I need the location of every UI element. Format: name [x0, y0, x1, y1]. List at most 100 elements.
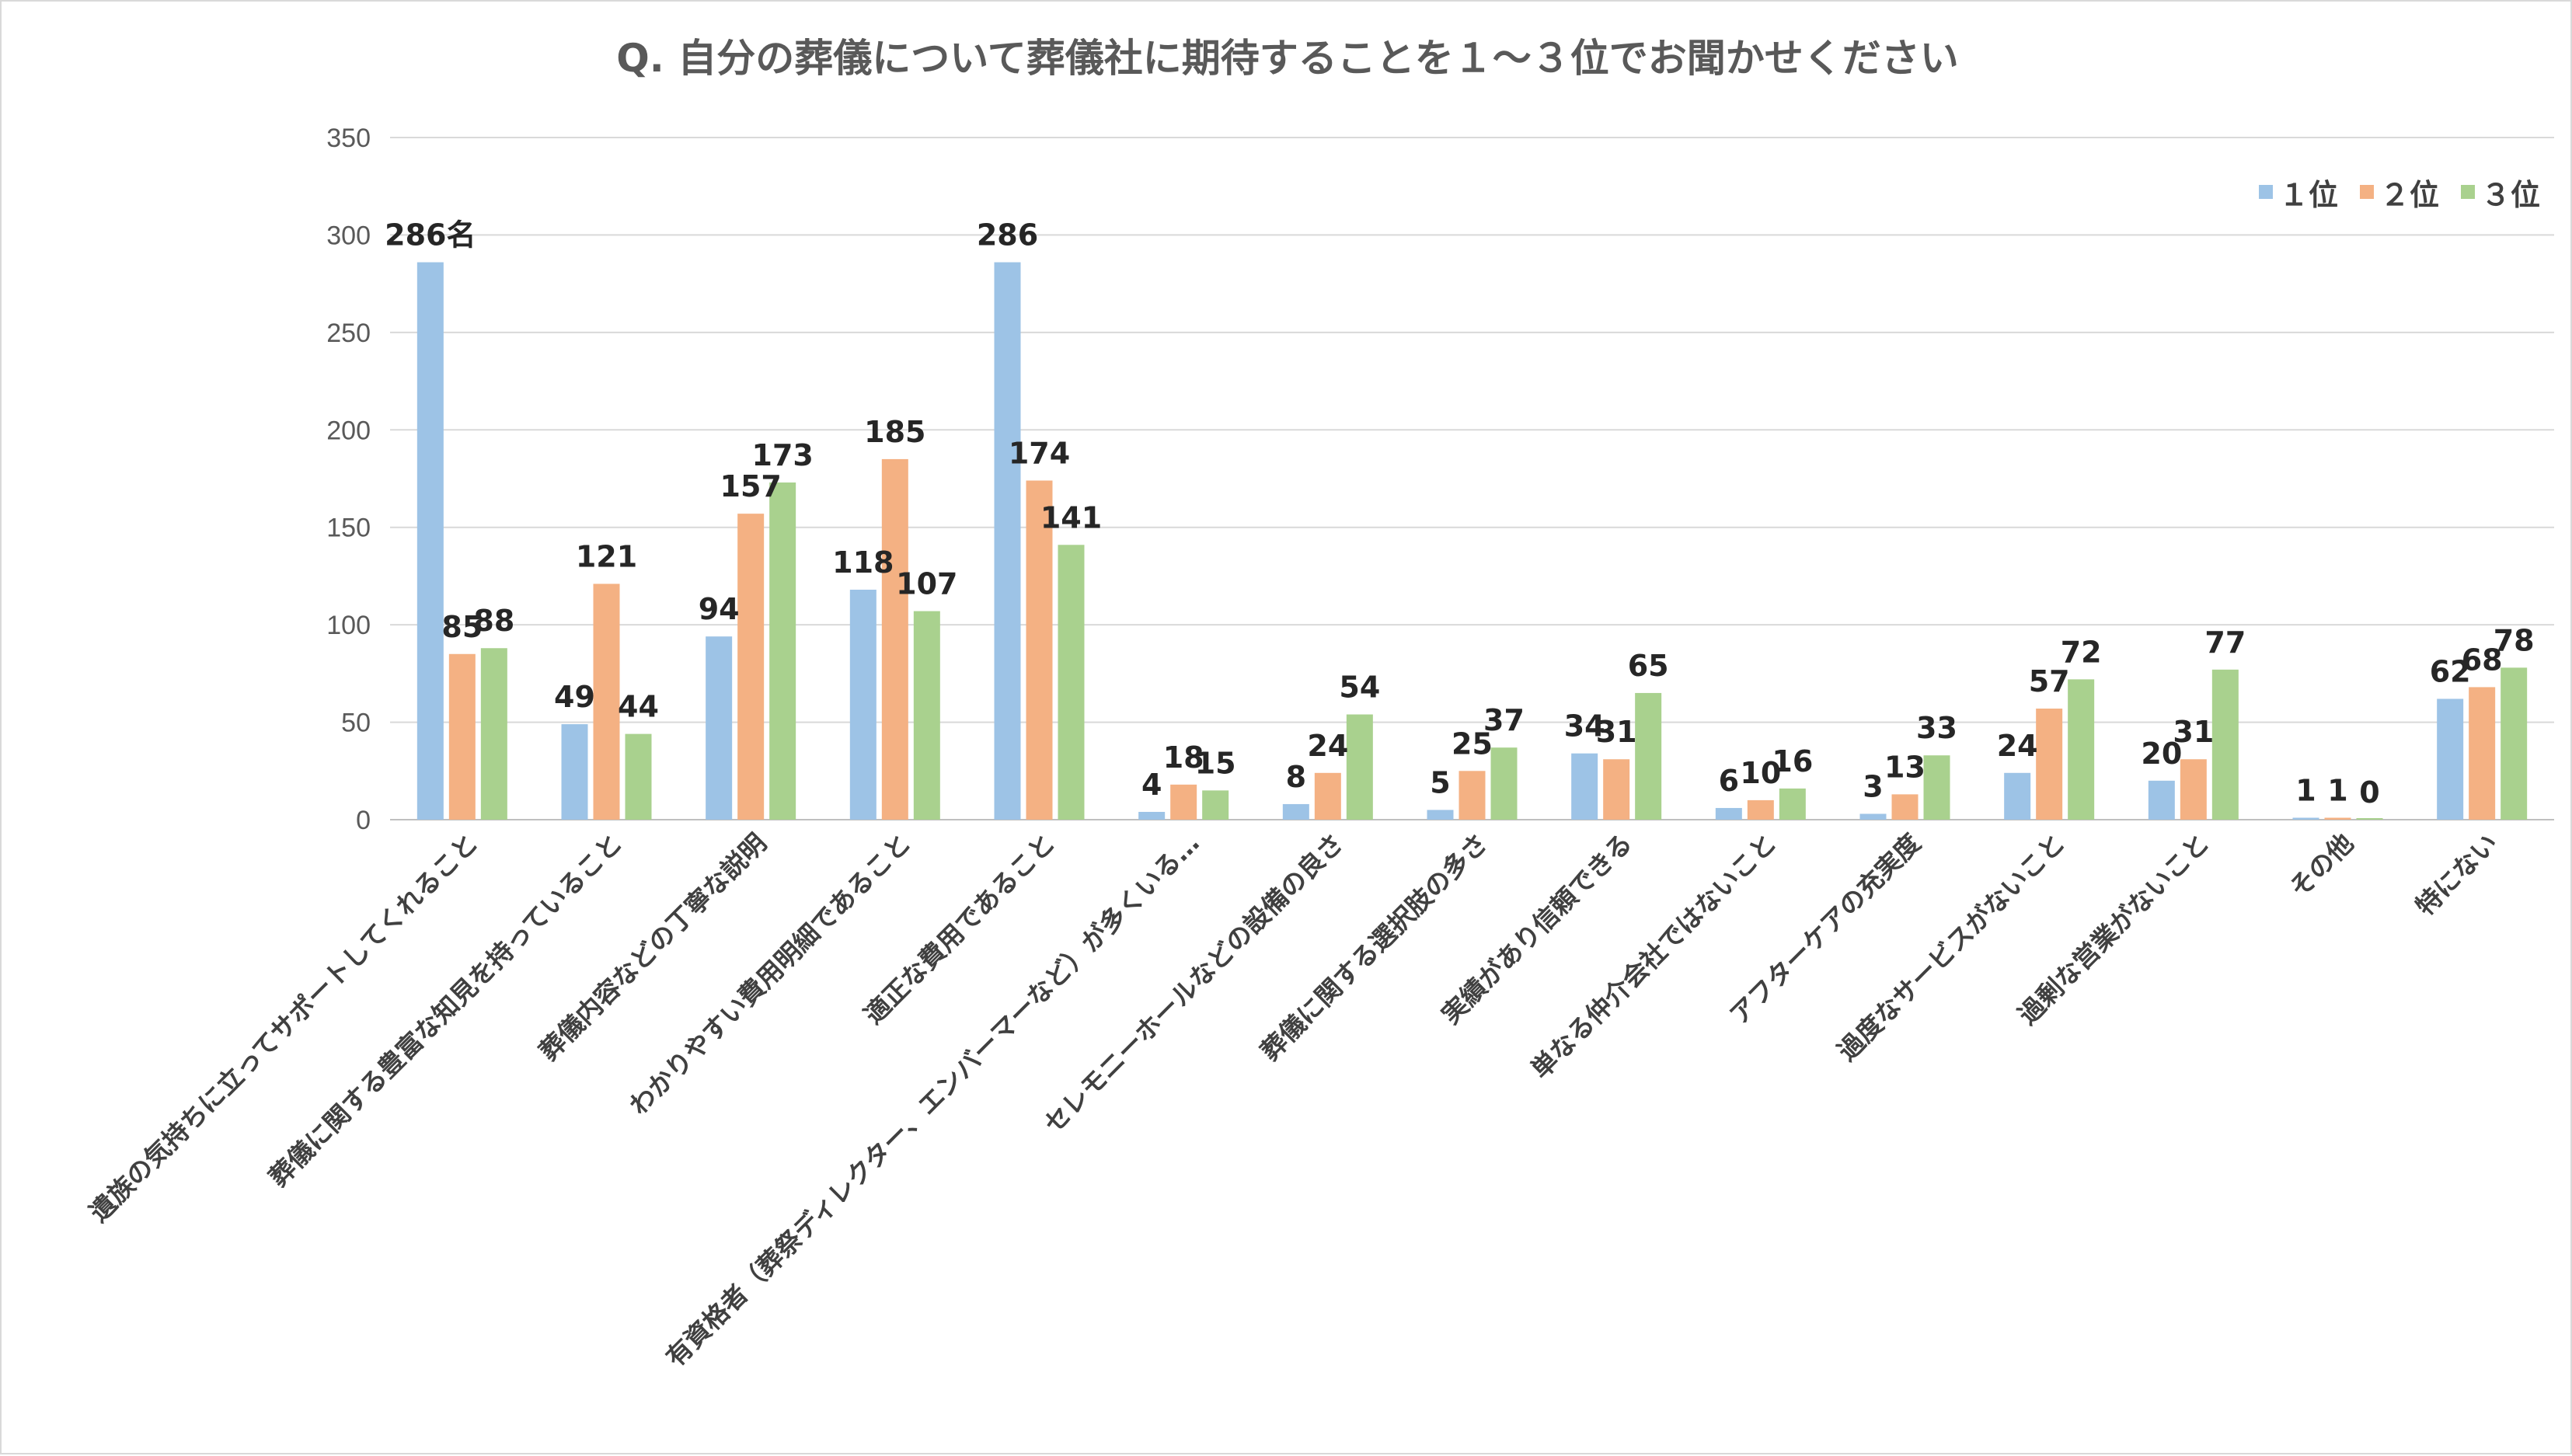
- bar: [1891, 794, 1919, 820]
- y-tick-label: 250: [326, 319, 371, 348]
- data-labels: 286名858849121449415717311818510728617414…: [385, 218, 2534, 810]
- bar: [1202, 790, 1229, 820]
- data-label: 68: [2462, 643, 2503, 677]
- legend-swatch: [2259, 185, 2273, 199]
- bar: [994, 262, 1021, 820]
- legend-item[interactable]: ２位: [2360, 178, 2439, 212]
- bar: [1779, 788, 1806, 820]
- data-label: 1: [2327, 773, 2347, 807]
- x-tick-label: わかりやすい費用明細であること: [623, 827, 916, 1120]
- data-label: 24: [1997, 729, 2038, 763]
- data-label: 5: [1430, 765, 1450, 799]
- data-label: 10: [1740, 756, 1781, 790]
- bar: [2180, 759, 2207, 820]
- data-label: 185: [864, 415, 925, 449]
- data-label: 94: [699, 592, 740, 626]
- bar: [1459, 771, 1486, 820]
- data-label: 121: [576, 539, 637, 573]
- chart-title: Q. 自分の葬儀について葬儀社に期待することを１～３位でお聞かせください: [616, 36, 1958, 81]
- data-label: 16: [1772, 744, 1813, 779]
- bars: [416, 262, 2528, 820]
- legend-swatch: [2360, 185, 2374, 199]
- bar: [593, 583, 620, 820]
- bar: [561, 724, 588, 820]
- bar: [1282, 803, 1309, 820]
- bar: [881, 458, 908, 820]
- data-label: 65: [1628, 649, 1669, 683]
- data-label: 49: [554, 680, 595, 714]
- bar: [913, 611, 940, 820]
- data-label: 24: [1307, 729, 1348, 763]
- data-label: 44: [618, 690, 659, 724]
- bar: [2036, 709, 2063, 820]
- data-label: 78: [2494, 623, 2535, 657]
- y-axis-ticks: 0 50 100 150 200 250 300 350: [326, 124, 371, 835]
- data-label: 4: [1141, 768, 1162, 802]
- data-label: 33: [1916, 711, 1957, 745]
- bar: [1635, 692, 1662, 820]
- bar: [706, 636, 733, 820]
- bar: [1859, 813, 1887, 820]
- data-label: 15: [1195, 746, 1236, 780]
- bar: [1715, 807, 1742, 820]
- data-label: 18: [1163, 740, 1204, 775]
- y-tick-label: 0: [356, 806, 371, 835]
- legend-label: ２位: [2380, 178, 2439, 212]
- bar: [1026, 480, 1053, 820]
- y-tick-label: 100: [326, 611, 371, 640]
- data-label: 20: [2141, 737, 2182, 771]
- x-tick-label: その他: [2284, 827, 2360, 904]
- data-label: 157: [720, 469, 782, 503]
- data-label: 37: [1483, 703, 1525, 737]
- x-axis-ticks: 遺族の気持ちに立ってサポートしてくれること葬儀に関する豊富な知見を持っていること…: [83, 827, 2503, 1372]
- data-label: 57: [2029, 664, 2070, 698]
- bar: [1346, 714, 1373, 820]
- legend[interactable]: １位 ２位 ３位: [2259, 178, 2540, 212]
- bar: [1170, 784, 1197, 820]
- bar: [769, 482, 796, 820]
- legend-swatch: [2461, 185, 2475, 199]
- data-label: 77: [2204, 625, 2246, 660]
- x-tick-label: 葬儀に関する選択肢の多さ: [1255, 827, 1494, 1067]
- data-label: 141: [1040, 500, 1102, 535]
- y-tick-label: 200: [326, 416, 371, 445]
- bar: [2004, 772, 2031, 820]
- data-label: 62: [2430, 654, 2471, 688]
- bar: [737, 514, 765, 820]
- data-label: 6: [1719, 764, 1739, 798]
- data-label: 0: [2359, 775, 2379, 810]
- bar: [2211, 669, 2239, 820]
- data-label: 173: [752, 438, 814, 472]
- bar: [2437, 698, 2464, 820]
- data-label: 54: [1339, 671, 1380, 705]
- bar: [448, 653, 476, 820]
- bar: [480, 648, 507, 820]
- data-label: 31: [2173, 715, 2214, 749]
- data-label: 13: [1884, 750, 1926, 784]
- unit-suffix: 名: [446, 218, 476, 253]
- x-tick-label: 有資格者（葬祭ディレクター、エンバーマーなど）が多くいる…: [660, 827, 1204, 1372]
- data-label: 118: [832, 545, 894, 580]
- x-tick-label: 特にない: [2410, 827, 2504, 921]
- data-label: 286名: [385, 218, 476, 253]
- data-label: 88: [473, 604, 514, 638]
- data-label: 107: [896, 567, 957, 601]
- legend-item[interactable]: １位: [2259, 178, 2338, 212]
- legend-item[interactable]: ３位: [2461, 178, 2540, 212]
- y-tick-label: 350: [326, 124, 371, 153]
- bar: [2068, 679, 2095, 820]
- bar: [1571, 753, 1598, 820]
- bar: [416, 262, 444, 820]
- x-tick-label: 葬儀内容などの丁寧な説明: [533, 827, 772, 1067]
- data-label: 72: [2061, 635, 2102, 669]
- bar: [849, 589, 877, 820]
- data-label: 31: [1596, 715, 1637, 749]
- x-tick-label: 単なる仲介会社ではないこと: [1525, 827, 1783, 1085]
- data-label: 286: [977, 218, 1038, 253]
- x-tick-label: セレモニーホールなどの設備の良さ: [1038, 827, 1350, 1139]
- x-tick-label: 過度なサービスがないこと: [1831, 827, 2071, 1067]
- bar: [1138, 811, 1166, 820]
- bar: [1747, 799, 1774, 820]
